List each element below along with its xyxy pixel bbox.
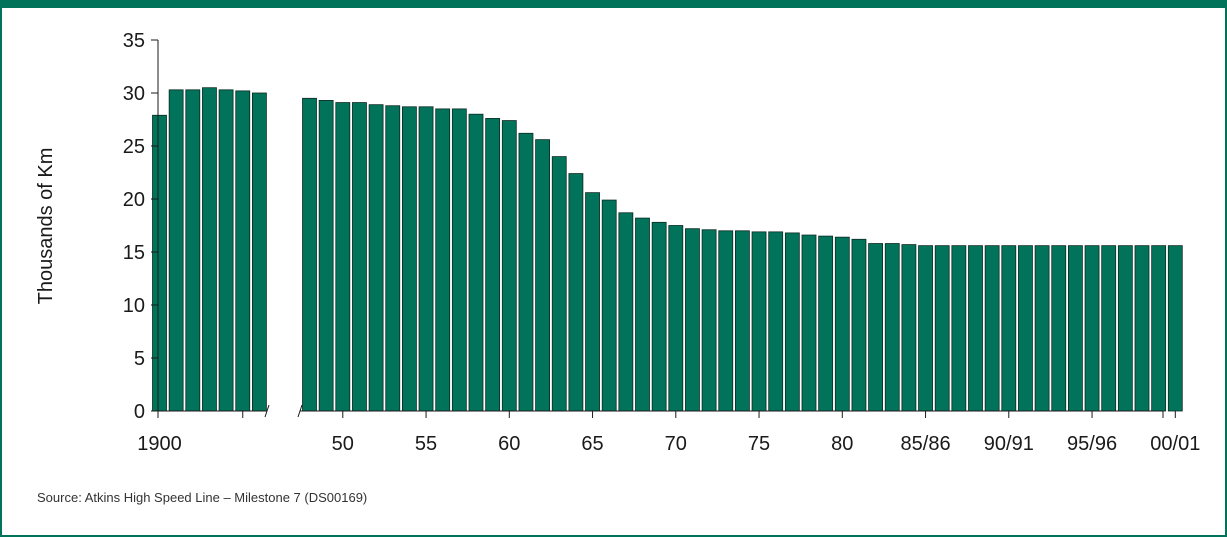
bar	[735, 230, 750, 412]
bar	[1034, 245, 1050, 412]
bar	[235, 90, 251, 412]
bar	[518, 132, 534, 412]
bar	[1151, 245, 1167, 412]
bar	[485, 118, 501, 412]
bar	[1018, 245, 1033, 412]
bar	[601, 199, 617, 412]
bar	[318, 100, 334, 412]
bar	[352, 102, 367, 412]
bar	[585, 192, 600, 412]
x-tick-label: 00/01	[1150, 433, 1200, 455]
x-tick-label: 1900	[137, 433, 182, 455]
bar	[934, 245, 950, 412]
bar-chart: 0 5 10 15 20 25 30 35 Thousands of Km 1900 50 55 60 6…	[35, 30, 1200, 455]
bar	[768, 231, 784, 412]
bar	[501, 120, 517, 412]
bar	[851, 238, 867, 412]
bar	[651, 221, 667, 412]
axis-break-mark	[297, 404, 303, 418]
bar	[801, 234, 817, 412]
bar	[1117, 245, 1133, 412]
y-tick-label: 20	[123, 189, 145, 211]
bar	[251, 92, 267, 412]
y-tick-label: 35	[123, 30, 145, 52]
y-tick-label: 5	[134, 348, 145, 370]
y-tick-label: 10	[123, 295, 145, 317]
bar	[385, 105, 401, 412]
x-tick-label: 95/96	[1067, 433, 1117, 455]
bar	[418, 106, 434, 412]
bar	[368, 104, 384, 412]
bar	[918, 245, 933, 412]
bar	[451, 108, 467, 412]
bar	[968, 245, 983, 412]
x-tick-label: 60	[498, 433, 520, 455]
bar	[335, 102, 351, 412]
bar	[901, 244, 917, 412]
y-tick-label: 30	[123, 83, 145, 105]
x-tick-label: 65	[581, 433, 603, 455]
bar	[435, 108, 451, 412]
bar	[868, 243, 883, 412]
bar	[568, 173, 584, 412]
bar	[984, 245, 1000, 412]
bar	[884, 243, 900, 412]
bar	[751, 231, 767, 412]
bar	[685, 228, 700, 412]
bar	[1051, 245, 1067, 412]
top-accent-bar	[0, 0, 1227, 8]
bar	[784, 232, 800, 412]
bar	[1134, 245, 1150, 412]
bar	[834, 236, 850, 412]
x-tick-label: 75	[748, 433, 770, 455]
bar	[468, 113, 484, 412]
bar	[668, 225, 684, 412]
y-tick-label: 15	[123, 242, 145, 264]
y-axis-title: Thousands of Km	[35, 148, 57, 305]
x-tick-label: 80	[831, 433, 853, 455]
bar	[218, 89, 234, 412]
bar	[535, 139, 550, 412]
x-tick-label: 90/91	[984, 433, 1034, 455]
bar	[168, 89, 184, 412]
axis-break-mark	[264, 404, 270, 418]
x-tick-label: 85/86	[901, 433, 951, 455]
bar	[185, 89, 201, 412]
bar	[951, 245, 967, 412]
bar	[152, 114, 167, 412]
x-tick-label: 50	[332, 433, 354, 455]
bar	[618, 212, 634, 412]
bar	[401, 106, 417, 412]
bar	[1001, 245, 1017, 412]
y-tick-label: 0	[134, 401, 145, 423]
y-tick-label: 25	[123, 136, 145, 158]
source-note: Source: Atkins High Speed Line – Milesto…	[37, 490, 368, 505]
bar	[302, 97, 317, 412]
bar	[1068, 245, 1083, 412]
bar	[635, 217, 650, 412]
bar	[701, 229, 717, 412]
bar	[1167, 245, 1183, 412]
x-tick-label: 70	[665, 433, 687, 455]
bar	[718, 230, 734, 412]
x-tick-label: 55	[415, 433, 437, 455]
bar	[818, 235, 834, 412]
bar	[1101, 245, 1117, 412]
bar	[1084, 245, 1100, 412]
bar	[202, 87, 217, 412]
bar	[551, 156, 567, 412]
